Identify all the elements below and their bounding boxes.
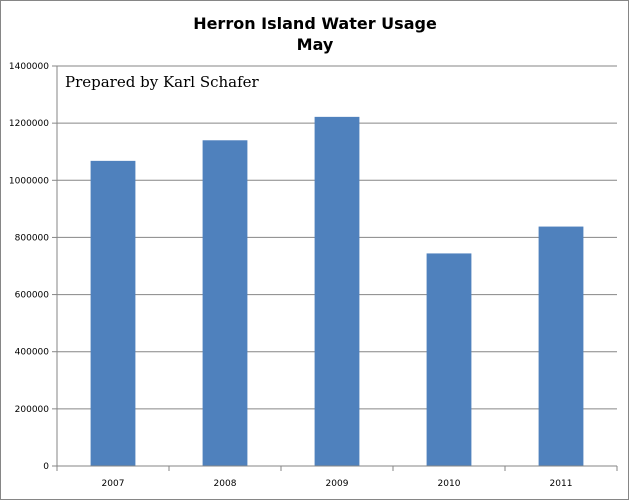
y-tick-label: 400000 [15, 348, 50, 358]
y-tick-label: 0 [43, 462, 49, 472]
chart-title-line-1: Herron Island Water Usage [193, 14, 437, 33]
x-tick-label: 2008 [214, 479, 237, 489]
bars [90, 116, 584, 467]
y-tick-label: 1200000 [9, 119, 49, 129]
x-tick-label: 2010 [438, 479, 461, 489]
y-tick-label: 600000 [15, 291, 50, 301]
bar-2011 [538, 226, 584, 466]
x-tick-label: 2009 [326, 479, 349, 489]
x-axis-tick-labels: 2007 2008 2009 2010 2011 [56, 466, 618, 489]
y-tick-label: 800000 [15, 233, 50, 243]
bar-2008 [202, 140, 248, 467]
y-tick-label: 1000000 [9, 176, 49, 186]
x-tick-label: 2011 [550, 479, 573, 489]
y-tick-label: 200000 [15, 405, 50, 415]
y-tick-label: 1400000 [9, 62, 49, 72]
chart-title-line-2: May [297, 35, 334, 54]
y-axis-tick-labels: 0 200000 400000 600000 800000 1000000 1200000 1… [9, 62, 49, 472]
bar-2009 [314, 116, 360, 466]
bar-2007 [90, 160, 136, 466]
x-tick-label: 2007 [102, 479, 125, 489]
chart-annotation: Prepared by Karl Schafer [65, 73, 260, 91]
bar-2010 [426, 253, 472, 466]
